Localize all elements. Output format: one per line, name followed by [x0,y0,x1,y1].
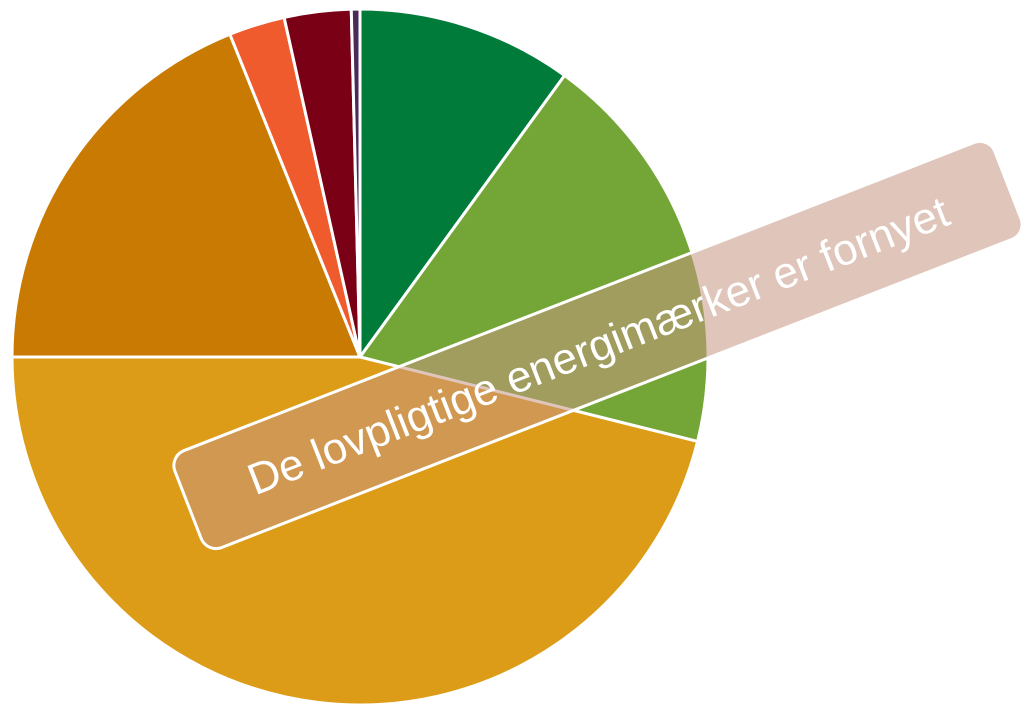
pie-slice [349,7,362,359]
pie-slice [358,7,567,359]
pie-slice [10,32,362,359]
banner-box [172,139,1024,551]
pie-slice [10,355,700,705]
